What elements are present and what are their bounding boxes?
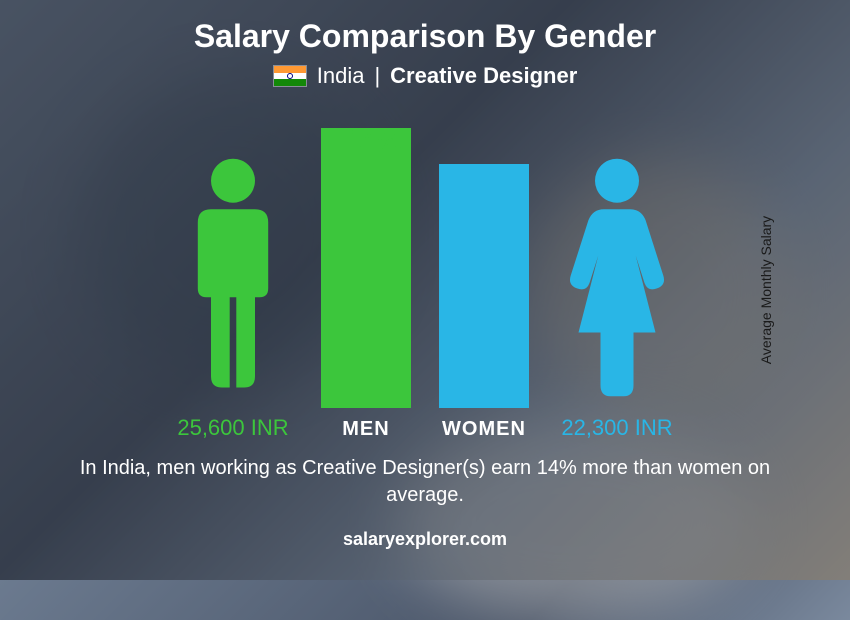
page-title: Salary Comparison By Gender <box>194 18 656 55</box>
men-bar <box>321 128 411 408</box>
women-figure-col: 22,300 INR <box>557 125 677 441</box>
men-bar-col: +14% MEN <box>321 128 411 441</box>
men-bar-label: MEN <box>342 418 389 441</box>
male-icon <box>178 150 288 405</box>
men-salary: 25,600 INR <box>177 415 288 441</box>
chart-area: 25,600 INR +14% MEN WOMEN 22,300 INR <box>105 101 745 441</box>
infographic-root: Salary Comparison By Gender India | Crea… <box>0 0 850 580</box>
y-axis-label: Average Monthly Salary <box>758 216 774 364</box>
women-bar-col: WOMEN <box>439 164 529 441</box>
india-flag-icon <box>273 65 307 87</box>
women-bar <box>439 164 529 408</box>
country-label: India <box>317 63 365 89</box>
summary-text: In India, men working as Creative Design… <box>55 455 795 509</box>
delta-label: +14% <box>330 124 402 156</box>
women-bar-label: WOMEN <box>442 418 526 441</box>
women-salary: 22,300 INR <box>561 415 672 441</box>
role-label: Creative Designer <box>390 63 577 89</box>
source-label: salaryexplorer.com <box>343 529 507 550</box>
female-icon <box>562 150 672 405</box>
divider: | <box>374 63 380 89</box>
subtitle-row: India | Creative Designer <box>273 63 578 89</box>
men-figure-col: 25,600 INR <box>173 125 293 441</box>
